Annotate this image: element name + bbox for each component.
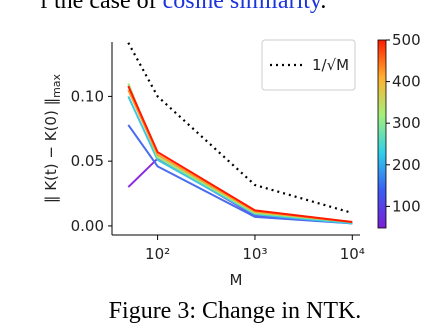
- line-series: [127, 85, 353, 224]
- y-axis-label-sub: max: [50, 73, 63, 97]
- x-axis-label: M: [230, 271, 243, 289]
- y-tick-label: 0.10: [71, 87, 104, 105]
- colorbar-tick-label: 100: [392, 197, 421, 215]
- line-series: [127, 95, 353, 225]
- colorbar-tick-label: 300: [392, 114, 421, 132]
- header-text: f the case of cosine similarity.: [40, 0, 326, 14]
- y-axis-label: ‖ K(t) − K(0) ‖max: [42, 73, 63, 203]
- legend-label: 1/√M: [312, 56, 349, 74]
- y-axis-label-main: ‖ K(t) − K(0) ‖: [42, 98, 60, 203]
- line-series: [127, 124, 353, 225]
- legend-box: [261, 39, 356, 91]
- y-tick-label: 0.05: [71, 152, 104, 170]
- colorbar: [377, 39, 387, 229]
- x-tick-label: 10⁴: [340, 245, 365, 263]
- x-tick-label: 10³: [242, 245, 267, 263]
- y-tick-label: 0.00: [71, 217, 104, 235]
- caption: Figure 3: Change in NTK.: [109, 298, 362, 324]
- colorbar-tick-label: 200: [392, 156, 421, 174]
- line-series: [127, 42, 353, 215]
- colorbar-tick-label: 500: [392, 31, 421, 49]
- x-tick-label: 10²: [145, 245, 170, 263]
- colorbar-tick-label: 400: [392, 73, 421, 91]
